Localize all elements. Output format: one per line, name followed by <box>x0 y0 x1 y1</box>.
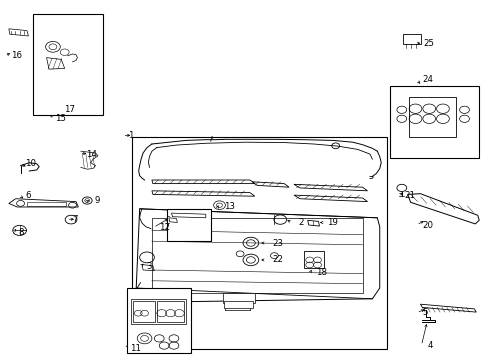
Text: 5: 5 <box>422 308 428 317</box>
Text: 8: 8 <box>19 228 24 237</box>
Bar <box>33 14 103 115</box>
Bar <box>133 301 155 322</box>
Text: 6: 6 <box>25 191 31 200</box>
Text: 22: 22 <box>272 256 283 264</box>
Text: 12: 12 <box>159 223 170 232</box>
Text: 21: 21 <box>404 192 415 200</box>
Text: 25: 25 <box>424 39 435 48</box>
Bar <box>304 251 324 268</box>
Bar <box>152 218 363 293</box>
Bar <box>409 97 456 137</box>
Bar <box>27 202 66 206</box>
Text: 11: 11 <box>130 344 141 353</box>
Text: 7: 7 <box>73 215 78 224</box>
Text: 3: 3 <box>146 262 151 271</box>
Text: 4: 4 <box>427 341 433 350</box>
Text: 15: 15 <box>55 114 66 123</box>
Text: 17: 17 <box>64 105 74 114</box>
Text: 9: 9 <box>94 197 99 205</box>
Bar <box>390 86 479 158</box>
Polygon shape <box>408 194 479 224</box>
Bar <box>127 288 191 353</box>
Text: 24: 24 <box>422 76 433 85</box>
Polygon shape <box>136 209 380 302</box>
Bar <box>132 137 387 349</box>
Bar <box>403 34 421 44</box>
Text: 18: 18 <box>316 269 327 277</box>
Text: 10: 10 <box>25 159 36 168</box>
Bar <box>131 299 186 324</box>
Bar <box>167 209 211 241</box>
Text: 20: 20 <box>422 220 433 230</box>
Text: 14: 14 <box>86 150 97 158</box>
Text: 1: 1 <box>128 131 134 140</box>
Text: 2: 2 <box>298 218 303 227</box>
Bar <box>224 301 253 308</box>
Text: 19: 19 <box>327 218 338 227</box>
Text: 23: 23 <box>272 238 283 248</box>
Bar <box>157 301 184 322</box>
Bar <box>223 293 255 303</box>
Polygon shape <box>308 220 319 226</box>
Text: 16: 16 <box>11 51 22 60</box>
Text: 13: 13 <box>224 202 235 211</box>
